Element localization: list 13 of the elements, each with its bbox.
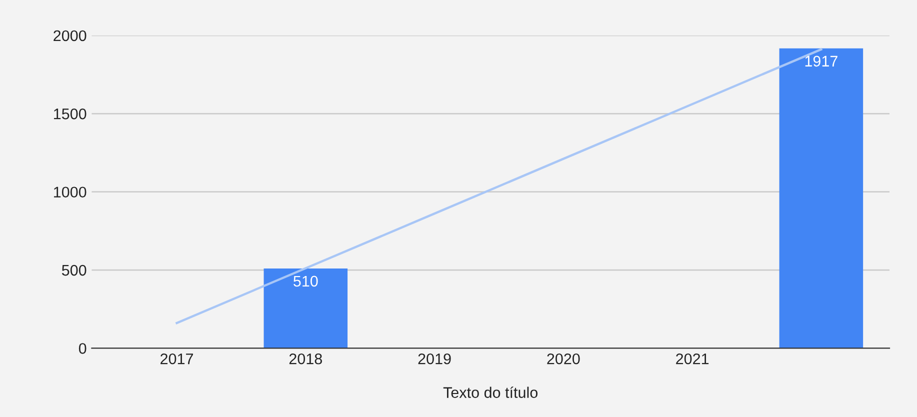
y-tick-label: 500 xyxy=(62,264,86,276)
data-label: 510 xyxy=(294,276,318,287)
y-tick-label: 1500 xyxy=(54,108,86,120)
y-tick-label: 1000 xyxy=(54,186,86,198)
x-axis-title: Texto do título xyxy=(443,386,538,398)
y-tick-label: 2000 xyxy=(54,30,86,42)
y-tick-label: 0 xyxy=(78,343,86,354)
x-tick-label: 2020 xyxy=(547,353,580,364)
x-tick-label: 2021 xyxy=(676,353,709,364)
x-tick-label: 2017 xyxy=(160,353,193,364)
x-tick-label: 2019 xyxy=(418,353,451,364)
x-tick-label: 2018 xyxy=(289,353,322,364)
data-label: 1917 xyxy=(805,56,838,67)
